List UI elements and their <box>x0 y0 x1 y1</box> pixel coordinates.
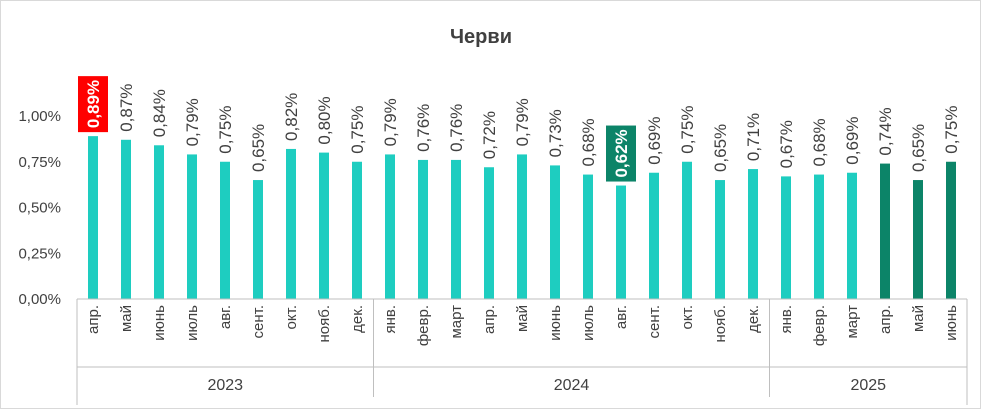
bar <box>649 172 659 299</box>
data-label: 0,76% <box>414 104 433 152</box>
y-tick-label: 0,00% <box>18 291 61 308</box>
y-tick-label: 0,25% <box>18 245 61 262</box>
year-label: 2024 <box>554 377 590 394</box>
x-tick-label: авг. <box>613 305 630 329</box>
x-tick-label: февр. <box>415 305 432 346</box>
x-tick-label: нояб. <box>712 305 729 343</box>
y-tick-label: 1,00% <box>18 108 61 125</box>
data-label: 0,84% <box>150 89 169 137</box>
bar-series <box>88 136 956 299</box>
bar <box>517 154 527 299</box>
data-label: 0,89% <box>84 80 103 128</box>
data-label: 0,65% <box>909 124 928 172</box>
data-label: 0,87% <box>117 84 136 132</box>
x-tick-label: нояб. <box>316 305 333 343</box>
min-value-highlight <box>606 125 636 182</box>
data-label: 0,75% <box>348 106 367 154</box>
data-label: 0,67% <box>777 120 796 168</box>
bar <box>88 136 98 299</box>
bar <box>154 145 164 299</box>
bar <box>418 159 428 299</box>
bar <box>484 167 494 299</box>
bar <box>847 172 857 299</box>
data-label: 0,73% <box>546 109 565 157</box>
data-label: 0,79% <box>381 98 400 146</box>
data-label: 0,62% <box>612 129 631 177</box>
data-label: 0,65% <box>711 124 730 172</box>
x-tick-label: янв. <box>382 305 399 334</box>
x-tick-label: сент. <box>646 305 663 339</box>
x-tick-label: март <box>844 305 861 339</box>
x-tick-label: май <box>514 305 531 332</box>
x-tick-label: апр. <box>85 305 102 334</box>
bar <box>220 161 230 299</box>
x-tick-label: апр. <box>877 305 894 334</box>
bar <box>319 152 329 299</box>
data-label: 0,71% <box>744 113 763 161</box>
data-label: 0,75% <box>678 106 697 154</box>
data-label: 0,74% <box>876 107 895 155</box>
chart-title: Черви <box>450 26 512 48</box>
bar <box>814 174 824 299</box>
x-tick-label: февр. <box>811 305 828 346</box>
year-label: 2025 <box>850 377 886 394</box>
bar <box>550 165 560 299</box>
data-label: 0,75% <box>942 106 961 154</box>
x-tick-label: июнь <box>151 305 168 341</box>
bar <box>682 161 692 299</box>
bar <box>913 180 923 299</box>
data-label: 0,79% <box>183 98 202 146</box>
bar <box>121 139 131 299</box>
bar <box>352 161 362 299</box>
x-tick-label: сент. <box>250 305 267 339</box>
bar <box>946 161 956 299</box>
max-value-highlight <box>78 76 108 133</box>
bar <box>715 180 725 299</box>
x-axis: апр. май июнь июль авг. сент. окт. нояб. дек.202… <box>76 298 968 405</box>
x-tick-label: май <box>118 305 135 332</box>
data-label: 0,69% <box>843 117 862 165</box>
x-tick-label: июль <box>580 305 597 341</box>
bar <box>748 169 758 299</box>
data-label: 0,69% <box>645 117 664 165</box>
data-label: 0,72% <box>480 111 499 159</box>
x-tick-label: окт. <box>283 305 300 329</box>
y-tick-label: 0,75% <box>18 154 61 171</box>
bar <box>616 185 626 299</box>
data-label: 0,65% <box>249 124 268 172</box>
x-tick-label: июнь <box>943 305 960 341</box>
data-label: 0,80% <box>315 96 334 144</box>
bar <box>583 174 593 299</box>
x-tick-label: янв. <box>778 305 795 334</box>
data-label: 0,76% <box>447 104 466 152</box>
data-labels: 0,89% 0,87% 0,84% 0,79% 0,75% 0,65% 0,82% 0,80%… <box>78 76 961 182</box>
data-label: 0,75% <box>216 106 235 154</box>
x-tick-label: дек. <box>349 305 366 333</box>
bar <box>286 148 296 299</box>
data-label: 0,68% <box>579 118 598 166</box>
x-tick-label: апр. <box>481 305 498 334</box>
x-tick-label: авг. <box>217 305 234 329</box>
bar <box>781 176 791 299</box>
x-tick-label: окт. <box>679 305 696 329</box>
data-label: 0,79% <box>513 98 532 146</box>
y-tick-label: 0,50% <box>18 200 61 217</box>
data-label: 0,68% <box>810 118 829 166</box>
bar <box>880 163 890 299</box>
year-label: 2023 <box>207 377 243 394</box>
y-axis: 0,00% 0,25% 0,50% 0,75% 1,00% <box>18 108 61 308</box>
x-tick-label: март <box>448 305 465 339</box>
bar <box>451 159 461 299</box>
bar <box>253 180 263 299</box>
x-tick-label: июнь <box>547 305 564 341</box>
x-tick-label: июль <box>184 305 201 341</box>
x-tick-label: дек. <box>745 305 762 333</box>
bar <box>385 154 395 299</box>
bar <box>187 154 197 299</box>
data-label: 0,82% <box>282 93 301 141</box>
x-tick-label: май <box>910 305 927 332</box>
